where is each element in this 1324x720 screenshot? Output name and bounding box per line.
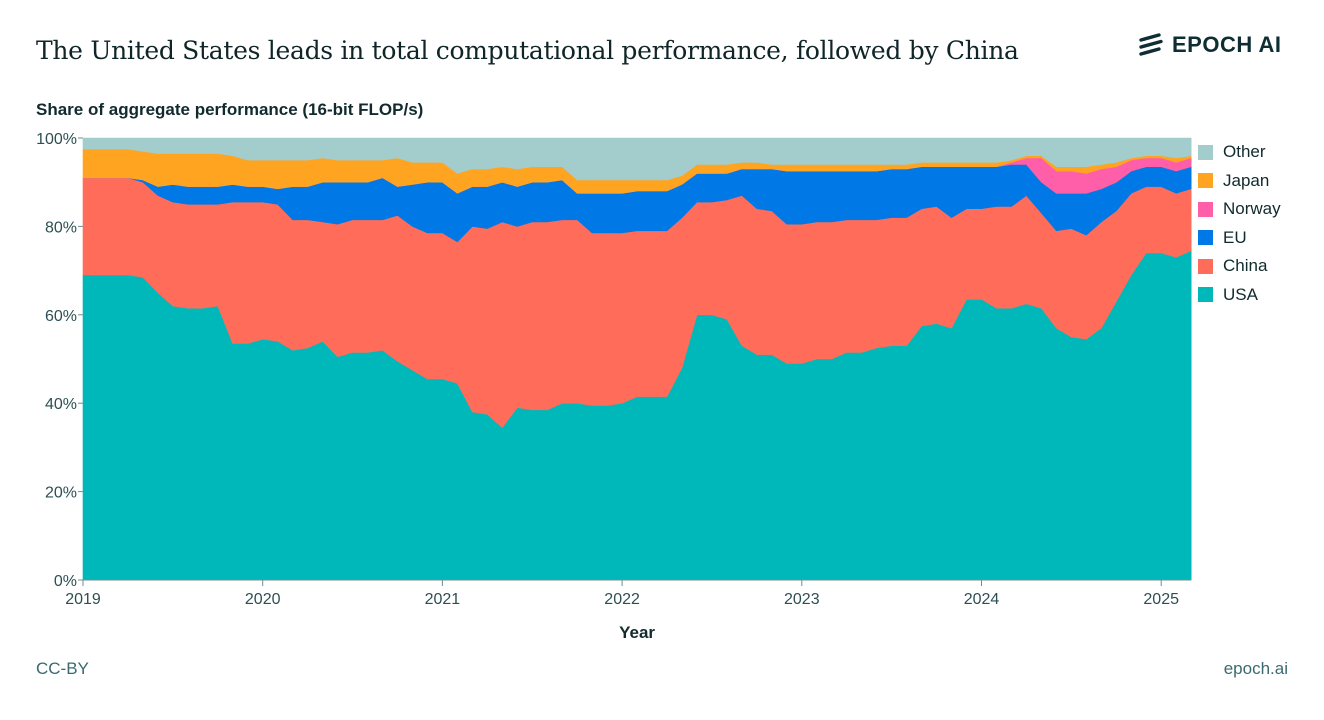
epoch-logo-icon [1139, 33, 1163, 56]
y-axis-label: Share of aggregate performance (16-bit F… [36, 100, 424, 119]
legend: Other Japan Norway EU China USA [1198, 138, 1281, 309]
y-tick-label: 80% [45, 219, 77, 236]
y-tick-label: 60% [45, 308, 77, 325]
legend-swatch [1198, 201, 1213, 217]
legend-swatch [1198, 230, 1213, 246]
site-link[interactable]: epoch.ai [1223, 659, 1288, 678]
legend-swatch [1198, 287, 1213, 303]
legend-swatch [1198, 258, 1213, 274]
y-tick-label: 40% [45, 396, 77, 413]
logo-text: EPOCH AI [1172, 32, 1282, 57]
area-other [82, 137, 1192, 181]
legend-item-eu: EU [1198, 224, 1281, 253]
legend-swatch [1198, 144, 1213, 160]
x-tick-label: 2024 [964, 591, 1000, 608]
y-tick-label: 0% [54, 573, 77, 590]
x-tick-label: 2020 [245, 591, 281, 608]
x-axis-label: Year [619, 623, 655, 642]
legend-item-japan: Japan [1198, 167, 1281, 196]
legend-item-other: Other [1198, 138, 1281, 167]
legend-label: Other [1223, 142, 1266, 162]
legend-item-usa: USA [1198, 281, 1281, 310]
legend-swatch [1198, 173, 1213, 189]
legend-label: Norway [1223, 199, 1281, 219]
legend-label: USA [1223, 284, 1258, 304]
license-label: CC-BY [36, 659, 89, 678]
epoch-ai-logo: EPOCH AI [1138, 32, 1282, 58]
y-tick-label: 20% [45, 485, 77, 502]
x-tick-label: 2023 [784, 591, 820, 608]
x-tick-label: 2025 [1143, 591, 1179, 608]
chart-title: The United States leads in total computa… [36, 36, 1019, 65]
x-tick-label: 2022 [604, 591, 640, 608]
legend-item-norway: Norway [1198, 195, 1281, 224]
legend-label: EU [1223, 227, 1247, 247]
legend-item-china: China [1198, 252, 1281, 281]
y-tick-label: 100% [36, 131, 77, 148]
legend-label: China [1223, 256, 1268, 276]
x-tick-label: 2021 [425, 591, 461, 608]
x-tick-label: 2019 [65, 591, 101, 608]
legend-label: Japan [1223, 170, 1270, 190]
